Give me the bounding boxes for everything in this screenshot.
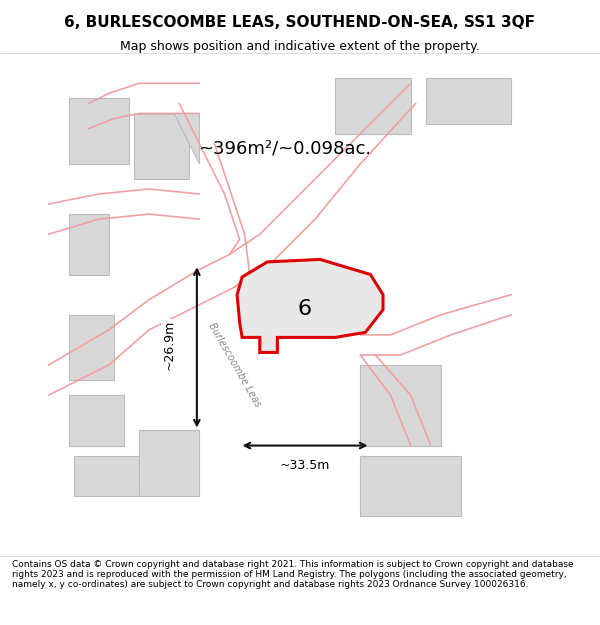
Text: 6: 6 bbox=[298, 299, 312, 319]
Polygon shape bbox=[361, 365, 441, 446]
Polygon shape bbox=[68, 315, 114, 380]
Polygon shape bbox=[174, 114, 199, 164]
Text: ~26.9m: ~26.9m bbox=[163, 320, 176, 370]
Polygon shape bbox=[68, 214, 109, 274]
Text: Map shows position and indicative extent of the property.: Map shows position and indicative extent… bbox=[120, 40, 480, 53]
Text: Contains OS data © Crown copyright and database right 2021. This information is : Contains OS data © Crown copyright and d… bbox=[12, 560, 574, 589]
Text: ~33.5m: ~33.5m bbox=[280, 459, 330, 472]
Text: ~396m²/~0.098ac.: ~396m²/~0.098ac. bbox=[199, 140, 371, 158]
Polygon shape bbox=[335, 78, 410, 134]
Polygon shape bbox=[134, 114, 190, 179]
Polygon shape bbox=[361, 456, 461, 516]
Polygon shape bbox=[68, 98, 129, 164]
Polygon shape bbox=[74, 456, 139, 496]
Polygon shape bbox=[139, 431, 199, 496]
Polygon shape bbox=[237, 259, 383, 352]
Polygon shape bbox=[426, 78, 511, 124]
Polygon shape bbox=[68, 395, 124, 446]
Text: 6, BURLESCOOMBE LEAS, SOUTHEND-ON-SEA, SS1 3QF: 6, BURLESCOOMBE LEAS, SOUTHEND-ON-SEA, S… bbox=[65, 15, 536, 30]
Text: Burlescoombe Leas: Burlescoombe Leas bbox=[206, 321, 263, 409]
